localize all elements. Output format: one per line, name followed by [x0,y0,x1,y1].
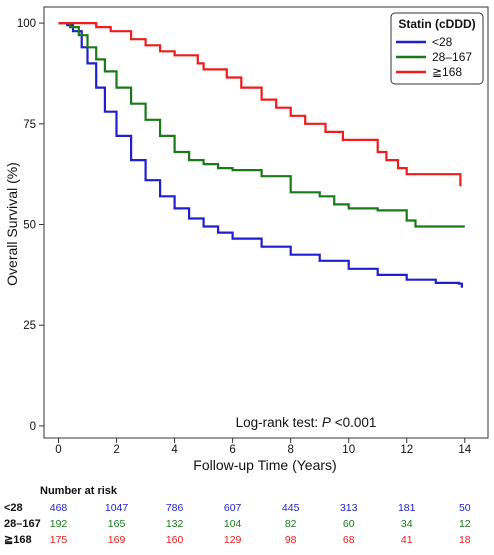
lines-layer [58,22,465,288]
x-tick-label: 14 [458,444,471,456]
legend-label: <28 [432,35,453,49]
x-tick-label: 0 [55,444,61,456]
y-tick-label: 50 [23,220,36,232]
x-axis-label: Follow-up Time (Years) [193,457,336,473]
risk-cell: 160 [166,534,184,546]
risk-cell: 60 [343,518,355,530]
y-tick-label: 0 [30,421,36,433]
legend-box [390,12,484,85]
risk-cell: 50 [459,502,471,514]
x-tick-label: 2 [113,444,119,456]
risk-cell: 175 [50,534,68,546]
risk-row-label: <28 [4,502,23,514]
risk-cell: 445 [282,502,300,514]
log-rank-suffix: <0.001 [331,415,376,430]
log-rank-prefix: Log-rank test: [236,415,322,430]
risk-cell: 169 [108,534,126,546]
x-tick-label: 10 [342,444,355,456]
survival-curve-series-0 [58,22,463,288]
risk-table-title: Number at risk [40,485,118,497]
risk-cell: 132 [166,518,184,530]
risk-row-label: 28–167 [4,518,41,530]
y-tick-label: 100 [17,18,36,30]
risk-rows: <28 468 1047 786 607 445 313 181 50 28–167 192 165 1… [4,502,471,546]
log-rank-p: P [322,415,331,430]
x-tick-label: 6 [229,444,235,456]
y-tick-label: 75 [23,119,36,131]
risk-cell: 165 [108,518,126,530]
plot-frame [43,6,489,439]
x-tick-label: 12 [400,444,413,456]
risk-cell: 181 [398,502,416,514]
risk-cell: 98 [285,534,297,546]
risk-cell: 1047 [105,502,129,514]
survival-curve-series-2 [58,22,462,187]
risk-cell: 82 [285,518,297,530]
axes-layer: 0 25 50 75 100 0 2 4 6 8 10 12 14 [17,18,472,456]
risk-cell: 12 [459,518,471,530]
risk-cell: 468 [50,502,68,514]
legend-label: ≧168 [432,65,462,79]
risk-cell: 192 [50,518,68,530]
risk-table: Number at risk <28 468 1047 786 607 445 313 181… [4,485,471,546]
y-axis-label: Overall Survival (%) [4,162,20,286]
risk-cell: 104 [224,518,242,530]
legend-label: 28–167 [432,50,472,64]
y-tick-label: 25 [23,320,36,332]
x-tick-label: 4 [171,444,178,456]
legend-title: Statin (cDDD) [398,17,475,31]
risk-cell: 786 [166,502,184,514]
survival-curve-series-1 [58,22,465,228]
risk-cell: 18 [459,534,471,546]
risk-row-label: ≧168 [4,534,32,546]
risk-cell: 41 [401,534,413,546]
risk-cell: 313 [340,502,358,514]
risk-cell: 607 [224,502,242,514]
risk-cell: 129 [224,534,242,546]
x-tick-label: 8 [287,444,293,456]
log-rank-annotation: Log-rank test: P <0.001 [236,415,377,430]
risk-cell: 34 [401,518,413,530]
risk-cell: 68 [343,534,355,546]
